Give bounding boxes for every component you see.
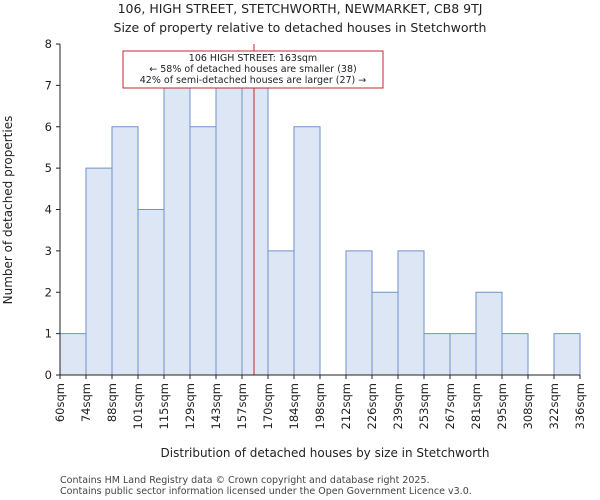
bar-74sqm: [85, 167, 113, 376]
x-tick-label: 322sqm: [547, 383, 561, 429]
x-tick-label: 267sqm: [443, 383, 457, 429]
x-tick-label: 60sqm: [53, 383, 67, 422]
x-tick-label: 212sqm: [339, 383, 353, 429]
bar-88sqm: [111, 126, 139, 376]
footer-line-1: Contains HM Land Registry data © Crown c…: [60, 475, 430, 486]
bar-157sqm: [241, 84, 269, 376]
y-tick-label: 0: [45, 368, 52, 382]
x-tick-label: 336sqm: [573, 383, 587, 429]
chart-subtitle: Size of property relative to detached ho…: [114, 20, 487, 35]
annotation-box: [122, 50, 384, 89]
bar-60sqm: [59, 333, 87, 376]
bar-267sqm: [449, 333, 477, 376]
bar-253sqm: [423, 333, 451, 376]
bar-101sqm: [137, 209, 165, 376]
y-axis-label: Number of detached properties: [1, 116, 15, 305]
x-tick-label: 115sqm: [157, 383, 171, 429]
y-tick-label: 6: [45, 120, 52, 134]
bar-115sqm: [163, 84, 191, 376]
bar-143sqm: [215, 84, 243, 376]
x-tick-label: 295sqm: [495, 383, 509, 429]
bars-group: [59, 84, 581, 376]
bar-129sqm: [189, 126, 217, 376]
x-tick-label: 281sqm: [469, 383, 483, 429]
x-tick-label: 198sqm: [313, 383, 327, 429]
x-tick-label: 308sqm: [521, 383, 535, 429]
bar-184sqm: [293, 126, 321, 376]
bar-226sqm: [371, 291, 399, 376]
x-tick-label: 101sqm: [131, 383, 145, 429]
bar-281sqm: [475, 291, 503, 376]
y-tick-label: 1: [45, 327, 52, 341]
x-axis-label: Distribution of detached houses by size …: [161, 446, 490, 460]
marker-group: 106 HIGH STREET: 163sqm← 58% of detached…: [122, 44, 384, 375]
annotation-line-3: 42% of semi-detached houses are larger (…: [140, 75, 367, 86]
bar-212sqm: [345, 250, 373, 376]
bar-170sqm: [267, 250, 295, 376]
x-tick-label: 184sqm: [287, 383, 301, 429]
bar-239sqm: [397, 250, 425, 376]
x-tick-label: 88sqm: [105, 383, 119, 422]
y-tick-label: 8: [45, 37, 52, 51]
y-tick-label: 5: [45, 161, 52, 175]
chart-title: 106, HIGH STREET, STETCHWORTH, NEWMARKET…: [118, 1, 483, 16]
x-tick-label: 226sqm: [365, 383, 379, 429]
x-tick-label: 239sqm: [391, 383, 405, 429]
x-tick-label: 170sqm: [261, 383, 275, 429]
annotation-line-1: 106 HIGH STREET: 163sqm: [189, 53, 317, 64]
y-tick-label: 7: [45, 78, 52, 92]
footer-line-2: Contains public sector information licen…: [60, 486, 472, 497]
bar-295sqm: [501, 333, 529, 376]
y-tick-label: 4: [45, 203, 52, 217]
y-tick-label: 2: [45, 285, 52, 299]
x-tick-label: 129sqm: [183, 383, 197, 429]
annotation-line-2: ← 58% of detached houses are smaller (38…: [149, 64, 356, 75]
x-tick-label: 157sqm: [235, 383, 249, 429]
y-tick-label: 3: [45, 244, 52, 258]
x-tick-label: 143sqm: [209, 383, 223, 429]
x-tick-label: 253sqm: [417, 383, 431, 429]
axes-group: 0 1 2 3 4 5 6 7 8 60sqm 74sqm 88sqm 101sqm 115sqm 129s…: [45, 37, 587, 429]
bar-322sqm: [553, 333, 581, 376]
x-tick-label: 74sqm: [79, 383, 93, 422]
